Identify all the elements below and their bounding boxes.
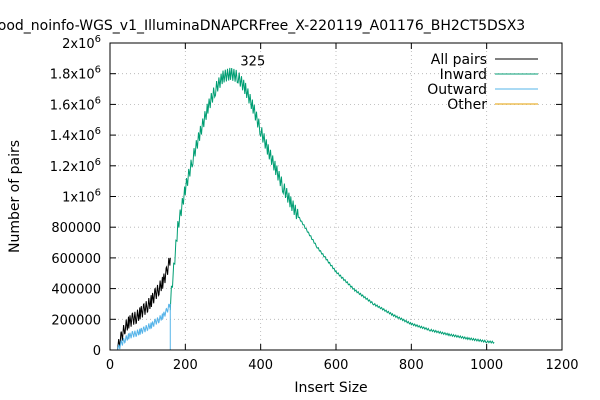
x-axis-ticks: 0 200 400 600 800 1000 1200 — [106, 43, 579, 373]
x-tick-label: 1200 — [545, 358, 578, 373]
y-tick-label-base: 0 — [93, 344, 101, 359]
x-tick-label: 0 — [106, 358, 114, 373]
y-tick-label: 400000 — [51, 283, 101, 298]
y-tick-label-base: 1.2x10 — [50, 160, 95, 175]
y-tick-label: 1.4x106 — [50, 126, 101, 144]
y-tick-label: 800000 — [51, 221, 101, 236]
x-tick-label: 800 — [399, 358, 424, 373]
y-tick-label: 1.6x106 — [50, 95, 101, 113]
y-tick-label-base: 1x10 — [62, 191, 95, 206]
series-line-outward — [117, 303, 171, 350]
x-tick-label: 1000 — [470, 358, 503, 373]
legend-label: Other — [447, 97, 487, 113]
grid — [110, 43, 562, 350]
y-tick-label: 1.8x106 — [50, 65, 101, 83]
y-tick-label-exponent: 6 — [95, 126, 101, 137]
y-axis-ticks: 02000004000006000008000001x1061.2x1061.4… — [50, 34, 562, 359]
y-tick-label-base: 1.4x10 — [50, 129, 95, 144]
y-tick-label: 200000 — [51, 313, 101, 328]
y-tick-label-base: 2x10 — [62, 37, 95, 52]
y-tick-label: 0 — [93, 344, 101, 359]
y-tick-label: 1.2x106 — [50, 157, 101, 175]
x-tick-label: 400 — [248, 358, 273, 373]
y-tick-label-base: 600000 — [51, 252, 101, 267]
series-layer — [117, 67, 495, 350]
y-tick-label: 1x106 — [62, 188, 101, 206]
peak-annotation: 325 — [240, 55, 265, 70]
legend-label: Inward — [440, 67, 487, 83]
y-tick-label-exponent: 6 — [95, 34, 101, 45]
y-tick-label-exponent: 6 — [95, 65, 101, 76]
legend-label: All pairs — [431, 52, 487, 68]
legend-label: Outward — [427, 82, 487, 98]
y-tick-label: 2x106 — [62, 34, 101, 52]
y-tick-label-base: 800000 — [51, 221, 101, 236]
chart-title: al_Blood_noinfo-WGS_v1_IlluminaDNAPCRFre… — [0, 18, 525, 34]
y-tick-label-base: 200000 — [51, 313, 101, 328]
y-tick-label-base: 400000 — [51, 283, 101, 298]
series-line-all-pairs — [117, 257, 171, 350]
y-tick-label-exponent: 6 — [95, 188, 101, 199]
x-tick-label: 200 — [173, 358, 198, 373]
y-tick-label-base: 1.6x10 — [50, 98, 95, 113]
y-tick-label-exponent: 6 — [95, 95, 101, 106]
x-tick-label: 600 — [324, 358, 349, 373]
y-tick-label-exponent: 6 — [95, 157, 101, 168]
series-line-inward — [169, 67, 495, 345]
y-axis-title: Number of pairs — [7, 140, 23, 253]
x-axis-title: Insert Size — [294, 380, 367, 396]
y-tick-label-base: 1.8x10 — [50, 68, 95, 83]
y-tick-label: 600000 — [51, 252, 101, 267]
